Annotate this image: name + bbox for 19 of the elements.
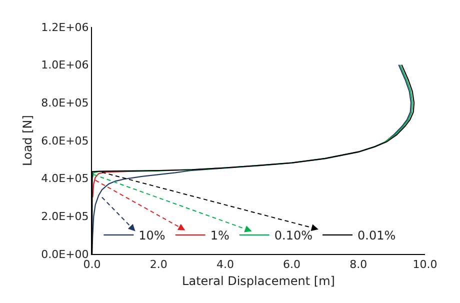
x-tick-label: 0.0 <box>83 258 101 272</box>
x-tick-label: 8.0 <box>350 258 368 272</box>
legend-label: 1% <box>210 228 230 243</box>
x-tick-label: 10.0 <box>412 258 438 272</box>
y-tick-label: 4.0E+05 <box>41 172 89 186</box>
legend-label: 0.10% <box>274 228 313 243</box>
y-axis-title: Load [N] <box>20 115 34 166</box>
x-axis-title: Lateral Displacement [m] <box>182 274 335 288</box>
y-tick-label: 8.0E+05 <box>41 96 89 110</box>
y-tick-label: 6.0E+05 <box>41 134 89 148</box>
x-tick-label: 6.0 <box>283 258 301 272</box>
x-tick-label: 4.0 <box>216 258 234 272</box>
y-tick-label: 0.0E+00 <box>41 248 89 261</box>
y-tick-label: 1.0E+06 <box>41 58 89 72</box>
legend-label: 0.01% <box>358 228 396 243</box>
legend-label: 10% <box>138 228 166 243</box>
y-tick-label: 2.0E+05 <box>41 210 89 224</box>
x-tick-label: 2.0 <box>150 258 168 272</box>
y-tick-label: 1.2E+06 <box>41 20 89 34</box>
